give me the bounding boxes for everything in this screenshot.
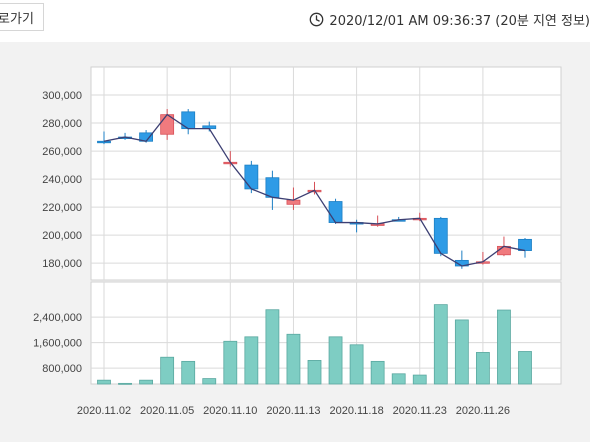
volume-bar [160, 356, 175, 385]
volume-bar [518, 351, 532, 385]
volume-bar [497, 309, 511, 385]
volume-bar [223, 340, 238, 385]
volume-bar [454, 319, 469, 385]
volume-bar [433, 304, 448, 385]
volume-tick-label: 2,400,000 [33, 312, 82, 324]
volume-bar [328, 336, 343, 385]
volume-bar [475, 352, 490, 385]
volume-bar [244, 336, 259, 385]
candle-body [433, 217, 448, 254]
volume-bar [391, 373, 406, 385]
candle-body [244, 164, 259, 190]
timestamp: 2020/12/01 AM 09:36:37 (20분 지연 정보) [309, 10, 590, 29]
chart-panel: 300,000 280,000 260,000 240,000 220,000 200,0… [0, 42, 590, 442]
price-tick-label: 300,000 [42, 90, 82, 102]
candle-body [265, 177, 280, 198]
price-tick-label: 280,000 [42, 118, 82, 130]
x-tick-label: 2020.11.13 [266, 405, 320, 417]
volume-bar [307, 360, 322, 385]
volume-bar [97, 379, 111, 385]
clock-icon [310, 12, 324, 27]
price-tick-label: 220,000 [42, 202, 82, 214]
x-tick-label: 2020.11.26 [456, 405, 510, 417]
volume-bar [181, 360, 196, 385]
volume-tick-label: 1,600,000 [33, 338, 82, 350]
candle-body [518, 238, 532, 251]
volume-bar [370, 360, 385, 385]
volume-tick-label: 800,000 [42, 363, 82, 375]
volume-bar [139, 379, 154, 385]
volume-bar [286, 333, 301, 385]
price-tick-label: 240,000 [42, 174, 82, 186]
volume-bar [118, 382, 132, 385]
volume-bar [349, 344, 364, 385]
x-tick-label: 2020.11.05 [140, 405, 194, 417]
close-price-line [103, 113, 526, 267]
x-tick-label: 2020.11.02 [77, 405, 131, 417]
volume-bar [202, 378, 217, 385]
candle-body [328, 201, 343, 223]
back-button[interactable]: 로가기 [0, 3, 44, 31]
price-tick-label: 180,000 [42, 258, 82, 270]
price-tick-label: 260,000 [42, 146, 82, 158]
stock-chart: 300,000 280,000 260,000 240,000 220,000 200,0… [33, 66, 562, 417]
volume-bar [265, 309, 280, 385]
price-tick-label: 200,000 [42, 230, 82, 242]
candle-body [97, 140, 111, 144]
x-tick-label: 2020.11.23 [393, 405, 447, 417]
timestamp-text: 2020/12/01 AM 09:36:37 (20분 지연 정보) [329, 14, 590, 29]
x-tick-label: 2020.11.10 [203, 405, 257, 417]
volume-bar [412, 374, 427, 385]
price-plot-area [90, 66, 562, 281]
x-tick-label: 2020.11.18 [329, 405, 383, 417]
